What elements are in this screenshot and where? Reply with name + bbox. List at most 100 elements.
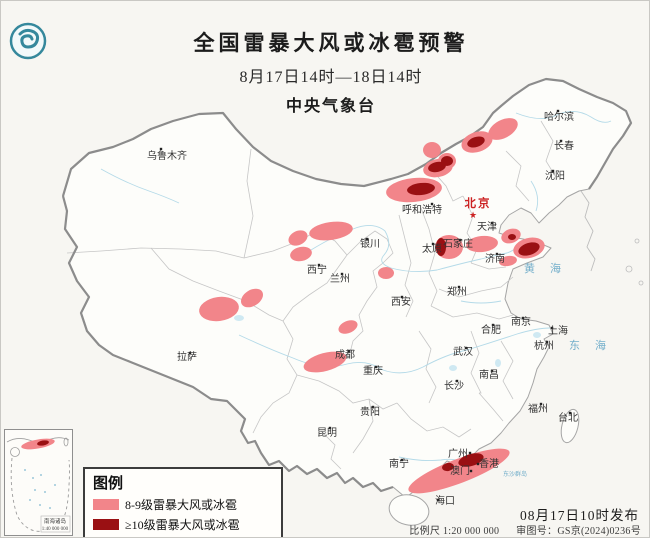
city-label: 兰州	[330, 272, 350, 285]
city-dot	[551, 169, 555, 173]
city-dot	[550, 326, 554, 330]
city-dot	[457, 285, 461, 289]
inset-warning-areas-dark	[37, 440, 49, 446]
city-label: 上海	[548, 324, 568, 337]
warning-area-ge10	[436, 238, 446, 256]
city-dot	[436, 498, 440, 502]
city-dot	[495, 252, 499, 256]
warning-area-ge10	[518, 242, 540, 256]
city-label: 西安	[391, 295, 411, 308]
sea-label: 东沙群岛	[503, 470, 527, 478]
warning-area-8-9	[240, 288, 264, 308]
city-label: 长春	[554, 140, 574, 152]
city-dot	[159, 147, 163, 151]
capital-star-icon: ★	[469, 210, 477, 220]
warning-area-8-9	[466, 235, 498, 253]
city-label: 澳门	[450, 464, 470, 477]
warning-area-8-9	[423, 142, 441, 158]
city-label: 南昌	[479, 368, 499, 381]
city-label: 南宁	[389, 457, 409, 470]
national-border	[61, 77, 633, 493]
legend-label: ≥10级雷暴大风或冰雹	[125, 518, 240, 532]
legend-row: 8-9级雷暴大风或冰雹	[93, 496, 275, 513]
warning-area-8-9	[309, 221, 353, 241]
city-label: 海口	[435, 494, 455, 507]
city-label: 广州	[448, 448, 468, 460]
city-dot	[490, 369, 494, 373]
city-label: 石家庄	[443, 237, 473, 250]
inset-island-dots	[24, 469, 56, 509]
map-meta-line: 比例尺 1:20 000 000 审图号：GS京(2024)0236号	[409, 522, 641, 537]
lakes	[234, 315, 541, 371]
city-label: 台北	[558, 411, 578, 424]
legend-title: 图例	[93, 476, 124, 492]
legend-label: 8-9级雷暴大风或冰雹	[125, 498, 237, 512]
city-label: 重庆	[363, 364, 383, 377]
city-dot	[539, 402, 543, 406]
city-dot	[469, 469, 473, 473]
inset-warning-area-ge10	[37, 440, 49, 446]
warning-area-8-9	[408, 448, 510, 494]
warning-area-ge10	[428, 161, 446, 173]
city-label: 呼和浩特	[402, 204, 442, 216]
legend: 图例 8-9级雷暴大风或冰雹 ≥10级雷暴大风或冰雹	[83, 467, 283, 537]
legend-swatch-ge10	[93, 519, 119, 530]
city-dot	[430, 202, 434, 206]
city-dot	[458, 238, 462, 242]
city-dot	[188, 351, 192, 355]
city-dot	[521, 316, 525, 320]
city-label: 福州	[528, 402, 548, 415]
approval-number: 审图号：GS京(2024)0236号	[516, 526, 641, 537]
capital-label: 北京	[465, 196, 492, 210]
city-dot	[400, 458, 404, 462]
warning-area-ge10	[407, 182, 435, 196]
city-dot	[400, 295, 404, 299]
city-dot	[347, 349, 351, 353]
warning-area-ge10	[508, 234, 516, 240]
warning-area-8-9	[488, 118, 518, 140]
city-label: 哈尔滨	[544, 110, 574, 123]
city-dot	[568, 411, 572, 415]
legend-row: ≥10级雷暴大风或冰雹	[93, 516, 275, 533]
warning-area-8-9	[378, 267, 394, 279]
city-label: 太原	[422, 242, 442, 255]
city-dot	[490, 221, 494, 225]
sea-label: 黄海	[524, 261, 576, 275]
city-label: 西宁	[307, 263, 327, 276]
city-dot	[464, 346, 468, 350]
warning-area-8-9	[199, 296, 239, 322]
inset-scale-label: 1:40 000 000	[42, 527, 69, 532]
sea-label: 东海	[569, 338, 621, 352]
city-dot	[328, 426, 332, 430]
cma-logo-icon	[8, 21, 48, 61]
city-label: 香港	[479, 458, 499, 470]
warning-area-8-9	[499, 255, 517, 267]
inset-map-south-china-sea: 南海诸岛 1:40 000 000	[4, 429, 73, 536]
scale-text: 比例尺 1:20 000 000	[409, 526, 500, 537]
city-label: 贵阳	[360, 405, 380, 418]
warning-area-ge10	[441, 156, 453, 166]
inset-name-label: 南海诸岛	[44, 517, 67, 525]
city-label: 昆明	[317, 427, 337, 439]
warning-area-8-9	[288, 230, 308, 246]
city-dot	[468, 451, 472, 455]
province-borders	[66, 120, 558, 470]
city-label: 乌鲁木齐	[147, 149, 187, 162]
city-label: 武汉	[453, 345, 473, 358]
warning-area-ge10	[442, 462, 454, 472]
city-dot	[455, 379, 459, 383]
city-dot	[431, 242, 435, 246]
city-dot	[559, 139, 563, 143]
warning-area-8-9	[338, 320, 358, 334]
rivers	[100, 111, 612, 463]
warning-area-ge10	[467, 136, 485, 148]
warning-area-8-9	[303, 351, 347, 373]
city-dot	[365, 237, 369, 241]
city-label: 郑州	[447, 285, 467, 298]
city-dot	[476, 462, 480, 466]
city-label: 天津	[477, 221, 497, 233]
